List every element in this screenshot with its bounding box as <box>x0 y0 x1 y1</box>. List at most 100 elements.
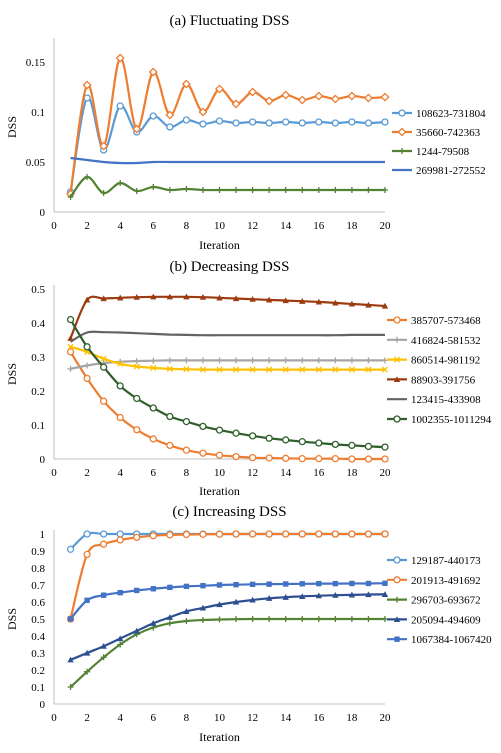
data-point <box>348 441 356 450</box>
data-point <box>115 53 125 63</box>
legend-label: 1244-79508 <box>416 146 470 158</box>
y-tick-label: 0.8 <box>31 563 45 575</box>
data-point <box>133 293 140 300</box>
data-point <box>149 532 157 540</box>
data-point <box>216 366 223 373</box>
data-point <box>133 188 140 194</box>
x-tick-label: 20 <box>380 467 392 479</box>
data-point <box>381 591 389 597</box>
data-point <box>297 95 307 105</box>
x-axis-label: Iteration <box>199 484 240 498</box>
data-point <box>134 587 140 594</box>
y-tick-label: 0 <box>40 454 46 466</box>
y-tick-label: 0.2 <box>31 386 45 398</box>
series-1 <box>66 94 389 196</box>
data-point <box>150 184 157 190</box>
data-point <box>133 363 140 370</box>
data-point <box>248 432 257 440</box>
data-point <box>365 591 372 598</box>
data-point <box>166 620 173 627</box>
y-tick-label: 0.15 <box>26 57 46 69</box>
data-point <box>315 530 323 538</box>
data-point <box>84 668 91 675</box>
x-tick-label: 12 <box>247 467 258 479</box>
data-point <box>66 348 75 356</box>
data-point <box>133 426 141 434</box>
legend-marker <box>394 336 400 343</box>
series-line <box>69 56 386 195</box>
data-point <box>348 616 355 622</box>
legend-label: 1067384-1067420 <box>411 634 492 646</box>
data-point <box>67 684 74 690</box>
data-point <box>232 429 240 437</box>
x-tick-label: 20 <box>380 712 392 724</box>
chart-title: (a) Fluctuating DSS <box>170 13 290 29</box>
x-tick-label: 10 <box>214 467 226 479</box>
data-point <box>365 187 372 193</box>
data-point <box>315 592 322 599</box>
data-point <box>364 455 373 463</box>
data-point <box>66 545 75 553</box>
data-point <box>332 299 339 306</box>
data-point <box>216 582 223 588</box>
data-point <box>214 84 225 94</box>
data-point <box>265 434 273 442</box>
series-6 <box>66 315 389 451</box>
legend-marker <box>397 127 407 137</box>
legend-marker <box>393 415 401 423</box>
data-point <box>248 453 257 462</box>
legend-item: 269981-272552 <box>392 165 486 177</box>
legend-marker <box>393 556 401 564</box>
data-point <box>100 295 107 302</box>
data-point <box>299 581 305 587</box>
data-point <box>149 404 157 412</box>
data-point <box>298 455 306 463</box>
data-point <box>232 452 240 461</box>
data-point <box>84 362 91 369</box>
data-point <box>249 581 256 588</box>
data-point <box>150 357 157 364</box>
x-tick-label: 2 <box>84 712 90 724</box>
y-tick-label: 0.2 <box>31 665 45 677</box>
data-point <box>299 366 306 373</box>
series-line <box>70 593 386 661</box>
x-tick-label: 8 <box>184 467 190 479</box>
data-point <box>381 366 389 373</box>
data-point <box>117 294 124 301</box>
data-point <box>67 616 74 622</box>
data-point <box>315 455 323 463</box>
data-point <box>282 187 289 193</box>
x-tick-label: 10 <box>214 220 226 232</box>
data-point <box>198 107 208 117</box>
data-point <box>83 550 91 559</box>
x-tick-label: 6 <box>151 467 157 479</box>
chart-title: (c) Increasing DSS <box>172 504 286 520</box>
data-point <box>199 530 207 538</box>
data-point <box>116 530 124 538</box>
y-axis-label: DSS <box>5 608 19 630</box>
data-point <box>331 119 340 127</box>
data-point <box>183 618 190 625</box>
data-point <box>233 581 239 588</box>
x-tick-label: 18 <box>346 712 358 724</box>
data-point <box>182 530 191 539</box>
data-point <box>182 446 191 454</box>
y-tick-label: 0.3 <box>31 648 45 660</box>
legend-item: 416824-581532 <box>387 335 481 347</box>
data-point <box>365 616 372 622</box>
data-point <box>83 649 91 656</box>
x-tick-label: 4 <box>117 220 123 232</box>
data-point <box>100 190 107 196</box>
data-point <box>181 79 191 89</box>
data-point <box>348 366 355 373</box>
y-tick-label: 0 <box>40 207 46 219</box>
data-point <box>167 584 173 591</box>
x-tick-label: 2 <box>84 220 90 232</box>
legend-item: 1244-79508 <box>392 146 470 158</box>
legend-item: 88903-391756 <box>387 374 476 386</box>
data-point <box>282 616 289 622</box>
data-point <box>282 357 289 364</box>
data-point <box>216 601 223 608</box>
data-point <box>67 365 74 372</box>
data-point <box>183 186 190 192</box>
